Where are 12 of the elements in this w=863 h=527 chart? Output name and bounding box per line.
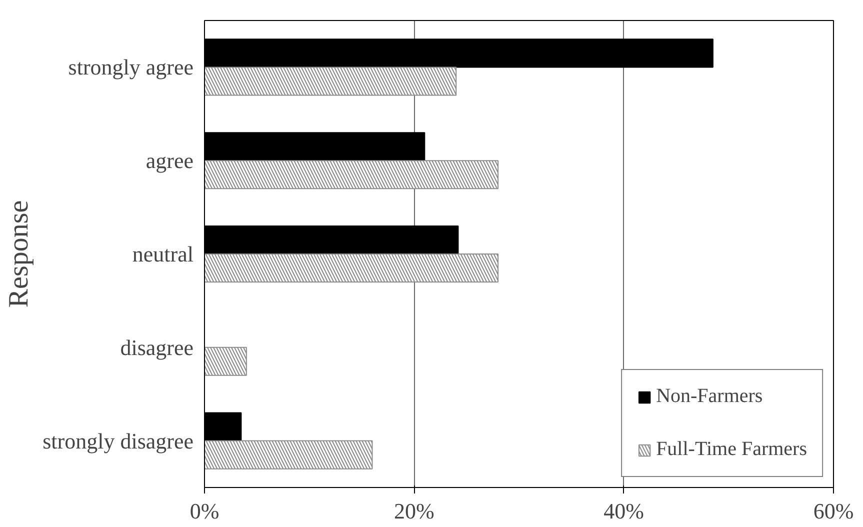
legend-label: Full-Time Farmers — [656, 438, 807, 461]
y-tick-label: neutral — [132, 242, 194, 266]
y-tick-label: disagree — [120, 334, 194, 360]
legend-label: Non-Farmers — [656, 385, 763, 408]
y-tick-label: strongly disagree — [42, 428, 194, 454]
y-tick-label: strongly agree — [68, 54, 194, 80]
y-axis-title: Response — [4, 200, 35, 308]
x-tick-label: 60% — [813, 498, 854, 524]
y-tick-label: agree — [146, 148, 194, 174]
x-tick-label: 20% — [394, 498, 434, 524]
x-tick-label: 0% — [190, 498, 220, 524]
x-tick-label: 40% — [604, 498, 644, 524]
